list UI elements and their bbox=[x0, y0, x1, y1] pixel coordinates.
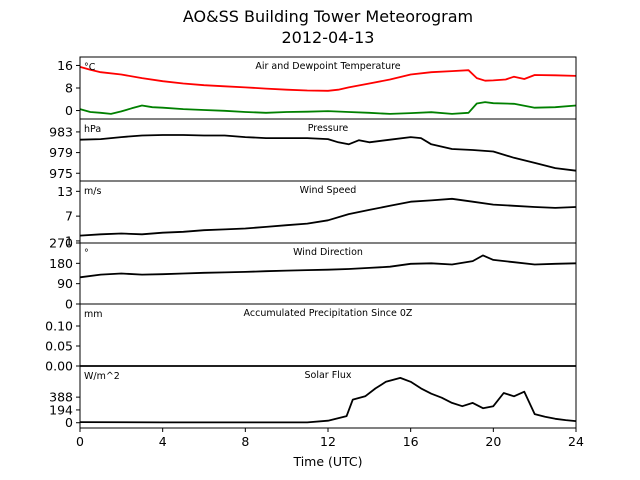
panel-title-wind_direction: Wind Direction bbox=[293, 247, 363, 258]
title-line-2: 2012-04-13 bbox=[281, 28, 375, 47]
series-line-solar_flux-0 bbox=[79, 377, 577, 424]
panel-title-precipitation: Accumulated Precipitation Since 0Z bbox=[244, 308, 413, 319]
y-tick-label-temperature: 8 bbox=[65, 81, 73, 96]
y-tick-label-precipitation: 0.05 bbox=[45, 339, 73, 354]
unit-label-wind_speed: m/s bbox=[84, 186, 101, 197]
y-tick-label-temperature: 16 bbox=[57, 58, 73, 73]
panel-title-wind_speed: Wind Speed bbox=[300, 185, 357, 196]
y-tick-label-pressure: 979 bbox=[49, 145, 73, 160]
x-tick-label: 4 bbox=[159, 434, 167, 449]
unit-label-wind_direction: ° bbox=[84, 248, 89, 259]
y-tick-label-wind_direction: 90 bbox=[57, 276, 73, 291]
y-tick-label-precipitation: 0.10 bbox=[45, 319, 73, 334]
y-tick-label-pressure: 983 bbox=[49, 124, 73, 139]
series-line-wind_speed-0 bbox=[79, 197, 577, 237]
series-line-temperature-1 bbox=[79, 101, 577, 115]
figure-title: AO&SS Building Tower Meteorogram 2012-04… bbox=[0, 6, 640, 48]
y-tick-label-wind_direction: 180 bbox=[49, 256, 73, 271]
unit-label-temperature: °C bbox=[84, 62, 96, 73]
y-tick-label-wind_direction: 0 bbox=[65, 297, 73, 312]
y-tick-label-precipitation: 0.00 bbox=[45, 359, 73, 374]
y-tick-label-pressure: 975 bbox=[49, 166, 73, 181]
unit-label-pressure: hPa bbox=[84, 124, 101, 135]
title-line-1: AO&SS Building Tower Meteorogram bbox=[182, 7, 474, 26]
x-tick-label: 0 bbox=[76, 434, 84, 449]
panel-title-solar_flux: Solar Flux bbox=[305, 370, 352, 381]
y-tick-label-wind_speed: 7 bbox=[65, 209, 73, 224]
series-line-pressure-0 bbox=[79, 134, 577, 172]
y-tick-label-solar_flux: 0 bbox=[65, 415, 73, 430]
x-axis-label: Time (UTC) bbox=[292, 454, 362, 469]
series-line-temperature-0 bbox=[79, 66, 577, 92]
unit-label-precipitation: mm bbox=[84, 309, 103, 320]
x-tick-label: 12 bbox=[320, 434, 336, 449]
y-tick-label-wind_speed: 13 bbox=[57, 184, 73, 199]
series-line-wind_direction-0 bbox=[79, 254, 577, 279]
x-tick-label: 20 bbox=[485, 434, 501, 449]
unit-label-solar_flux: W/m^2 bbox=[84, 371, 120, 382]
panel-title-pressure: Pressure bbox=[308, 123, 349, 134]
x-tick-label: 8 bbox=[241, 434, 249, 449]
x-tick-label: 24 bbox=[568, 434, 584, 449]
y-tick-label-solar_flux: 194 bbox=[49, 402, 73, 417]
y-tick-label-wind_speed: 1 bbox=[65, 233, 73, 248]
y-tick-label-wind_direction: 270 bbox=[49, 236, 73, 251]
y-tick-label-solar_flux: 388 bbox=[49, 390, 73, 405]
y-tick-label-temperature: 0 bbox=[65, 103, 73, 118]
panel-title-temperature: Air and Dewpoint Temperature bbox=[255, 61, 400, 72]
x-tick-label: 16 bbox=[403, 434, 419, 449]
